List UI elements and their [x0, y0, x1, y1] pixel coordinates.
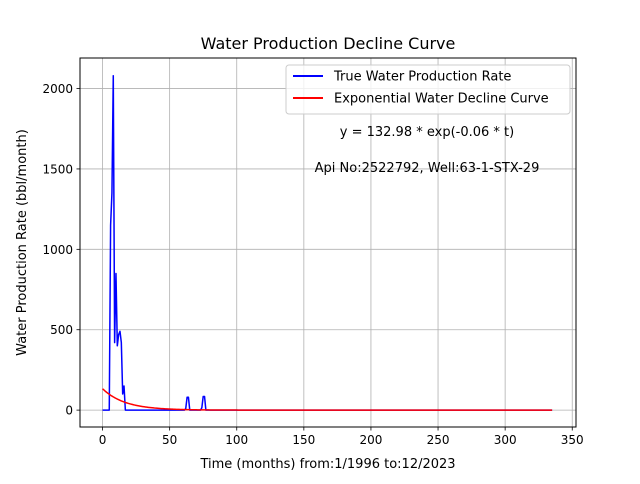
y-tick-label: 2000 — [42, 82, 73, 96]
x-tick-label: 0 — [99, 433, 107, 447]
chart-title: Water Production Decline Curve — [201, 34, 456, 53]
series-group — [102, 74, 553, 411]
y-tick-label: 1000 — [42, 243, 73, 257]
y-axis: 0 500 1000 1500 2000 — [42, 82, 80, 418]
y-tick-label: 1500 — [42, 162, 73, 176]
x-tick-label: 50 — [162, 433, 177, 447]
x-axis: 0 50 100 150 200 250 300 350 — [99, 427, 584, 447]
legend-label-true-rate: True Water Production Rate — [333, 70, 511, 85]
x-tick-label: 350 — [561, 433, 584, 447]
x-axis-label: Time (months) from:1/1996 to:12/2023 — [199, 457, 455, 472]
x-tick-label: 300 — [494, 433, 517, 447]
y-axis-label: Water Production Rate (bbl/month) — [15, 129, 30, 356]
x-tick-label: 150 — [292, 433, 315, 447]
legend-box — [285, 64, 571, 115]
x-tick-label: 250 — [427, 433, 450, 447]
equation-annotation: y = 132.98 * exp(-0.06 * t) — [340, 125, 514, 140]
plot-frame — [79, 57, 577, 428]
legend: True Water Production Rate Exponential W… — [285, 64, 571, 115]
well-annotation: Api No:2522792, Well:63-1-STX-29 — [315, 161, 540, 176]
series-exponential-decline-curve — [102, 388, 553, 411]
x-tick-label: 200 — [359, 433, 382, 447]
legend-label-decline-curve: Exponential Water Decline Curve — [334, 92, 549, 107]
x-tick-label: 100 — [225, 433, 248, 447]
y-tick-label: 0 — [65, 404, 73, 418]
y-tick-label: 500 — [50, 323, 73, 337]
series-true-water-production-rate — [102, 74, 553, 411]
